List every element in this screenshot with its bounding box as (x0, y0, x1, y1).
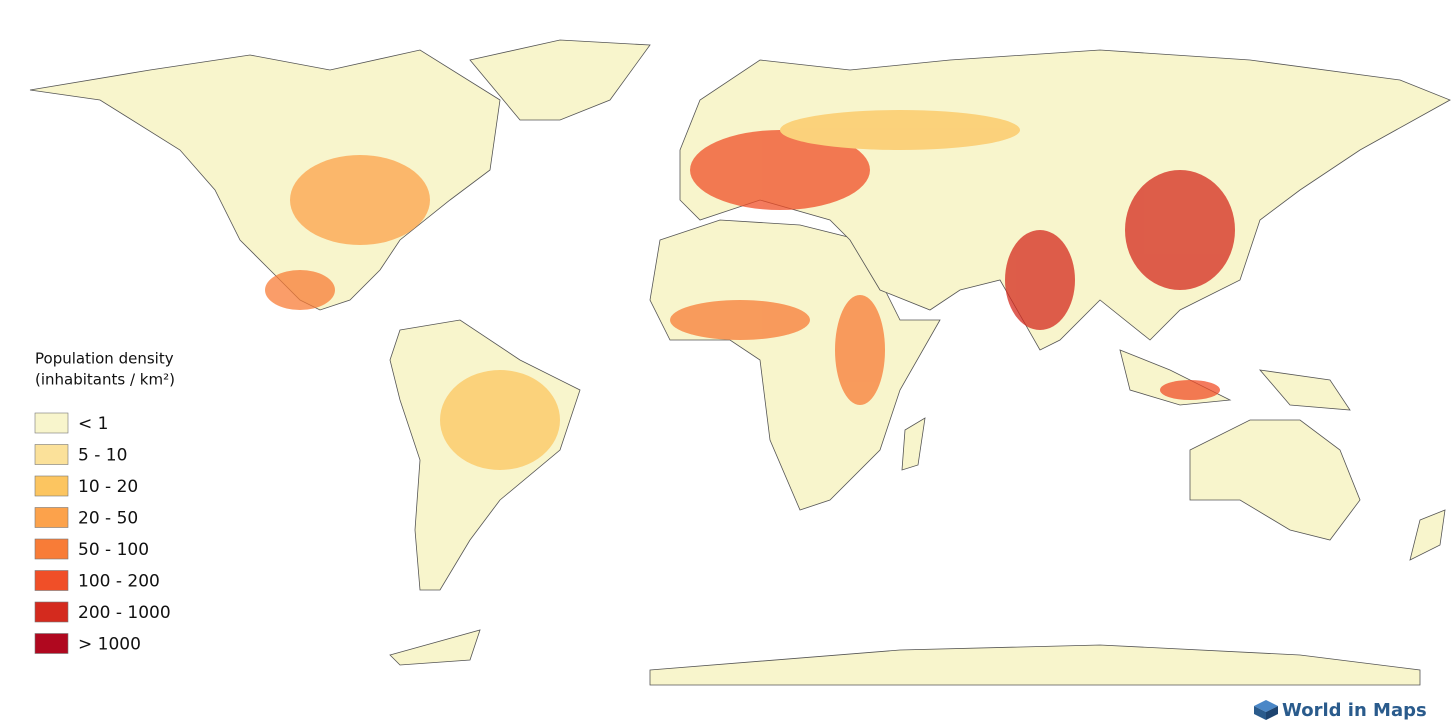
legend-swatch (34, 538, 69, 560)
legend-title: (inhabitants / km²) (35, 371, 175, 389)
brand: World in Maps (1254, 700, 1427, 721)
density-overlay (265, 110, 1235, 470)
legend-label: 100 - 200 (78, 572, 160, 592)
legend-label: 20 - 50 (78, 509, 138, 529)
legend-swatch (34, 570, 69, 591)
legend-swatch (34, 412, 69, 434)
legend: Population density (inhabitants / km²) <… (34, 350, 175, 655)
legend-swatch (34, 444, 69, 465)
legend-label: 50 - 100 (78, 540, 149, 560)
legend-label: > 1000 (78, 635, 141, 655)
legend-label: 200 - 1000 (78, 603, 171, 623)
legend-label: 5 - 10 (78, 446, 127, 466)
legend-swatch (34, 475, 69, 497)
legend-label: < 1 (78, 414, 108, 434)
brand-name: World in Maps (1282, 700, 1427, 721)
legend-label: 10 - 20 (78, 477, 138, 497)
legend-title: Population density (35, 350, 174, 368)
legend-swatch (34, 507, 69, 528)
legend-swatch (34, 633, 69, 654)
legend-swatch (34, 601, 69, 623)
